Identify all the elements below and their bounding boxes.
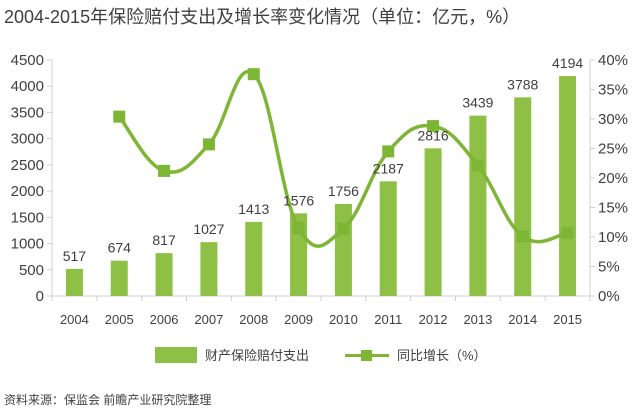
x-tick-label: 2007 bbox=[194, 312, 223, 327]
bar-value-label: 1027 bbox=[193, 221, 224, 237]
bar-value-label: 1413 bbox=[238, 201, 269, 217]
bar bbox=[559, 76, 577, 296]
right-tick-label: 30% bbox=[598, 111, 628, 128]
bar bbox=[469, 115, 487, 296]
x-tick-label: 2011 bbox=[374, 312, 402, 327]
growth-point bbox=[202, 138, 215, 151]
right-tick-label: 10% bbox=[598, 229, 628, 246]
chart-title: 2004-2015年保险赔付支出及增长率变化情况（单位：亿元，%） bbox=[4, 7, 521, 27]
growth-point bbox=[337, 222, 350, 235]
line-series bbox=[113, 68, 574, 248]
bar bbox=[65, 268, 83, 296]
bar-value-label: 1576 bbox=[283, 192, 314, 208]
right-tick-label: 0% bbox=[598, 288, 620, 305]
legend-line-swatch bbox=[345, 347, 389, 363]
bar bbox=[334, 203, 352, 296]
axes: 0 500 1000 1500 2000 2500 3000 3500 4000 4500 0% 5%… bbox=[11, 52, 628, 327]
left-tick-label: 4500 bbox=[11, 52, 44, 69]
right-tick-label: 15% bbox=[598, 200, 628, 217]
bar bbox=[110, 260, 128, 296]
bar-value-label: 3788 bbox=[507, 76, 538, 92]
bar bbox=[379, 181, 397, 296]
legend-bar-label: 财产保险赔付支出 bbox=[205, 348, 310, 363]
left-tick-label: 4000 bbox=[11, 78, 44, 95]
bar-value-label: 817 bbox=[152, 232, 176, 248]
x-tick-label: 2013 bbox=[463, 312, 492, 327]
x-tick-label: 2014 bbox=[508, 312, 537, 327]
legend-line-label: 同比增长（%） bbox=[397, 348, 487, 363]
x-tick-label: 2009 bbox=[284, 312, 313, 327]
legend-item-bars: 财产保险赔付支出 bbox=[155, 345, 309, 364]
bar-value-label: 517 bbox=[63, 248, 87, 264]
x-tick-label: 2010 bbox=[329, 312, 358, 327]
x-tick-label: 2006 bbox=[150, 312, 179, 327]
growth-point bbox=[292, 222, 305, 235]
left-tick-label: 3500 bbox=[11, 104, 44, 121]
growth-point bbox=[247, 68, 260, 81]
left-tick-label: 1000 bbox=[11, 236, 44, 253]
left-tick-label: 2000 bbox=[11, 183, 44, 200]
bar-value-label: 674 bbox=[108, 240, 132, 256]
x-tick-label: 2005 bbox=[105, 312, 134, 327]
right-tick-label: 5% bbox=[598, 259, 620, 276]
bar-value-label: 2187 bbox=[373, 160, 404, 176]
bar bbox=[514, 97, 532, 296]
x-tick-label: 2004 bbox=[60, 312, 89, 327]
legend-bar-swatch bbox=[155, 346, 197, 363]
bar bbox=[200, 242, 218, 296]
left-tick-label: 2500 bbox=[11, 157, 44, 174]
bar-value-label: 1756 bbox=[328, 183, 359, 199]
x-tick-label: 2008 bbox=[239, 312, 268, 327]
growth-point bbox=[561, 226, 574, 239]
left-tick-label: 1500 bbox=[11, 209, 44, 226]
legend-item-line: 同比增长（%） bbox=[345, 345, 487, 364]
left-tick-label: 500 bbox=[19, 262, 44, 279]
left-tick-label: 3000 bbox=[11, 131, 44, 148]
chart-source: 资料来源：保监会 前瞻产业研究院整理 bbox=[4, 393, 212, 407]
data-labels: 517 674 817 1027 1413 1576 1756 2187 2816 3439 378… bbox=[63, 55, 584, 264]
growth-line bbox=[117, 69, 568, 248]
right-tick-label: 25% bbox=[598, 141, 628, 158]
x-tick-label: 2015 bbox=[553, 312, 582, 327]
right-tick-label: 40% bbox=[598, 52, 628, 69]
growth-point bbox=[427, 120, 440, 133]
bar bbox=[245, 221, 263, 296]
growth-point bbox=[516, 230, 529, 243]
growth-point bbox=[471, 159, 484, 172]
left-tick-label: 0 bbox=[36, 288, 44, 305]
right-tick-label: 35% bbox=[598, 82, 628, 99]
bar bbox=[155, 253, 173, 296]
bar bbox=[424, 148, 442, 296]
x-tick-label: 2012 bbox=[419, 312, 448, 327]
bar-value-label: 4194 bbox=[552, 55, 583, 71]
growth-point bbox=[382, 145, 395, 158]
bar-value-label: 2816 bbox=[418, 127, 449, 143]
right-tick-label: 20% bbox=[598, 170, 628, 187]
growth-point bbox=[113, 110, 126, 123]
bar-value-label: 3439 bbox=[462, 95, 493, 111]
growth-point bbox=[158, 164, 171, 177]
bar-series bbox=[65, 76, 577, 296]
